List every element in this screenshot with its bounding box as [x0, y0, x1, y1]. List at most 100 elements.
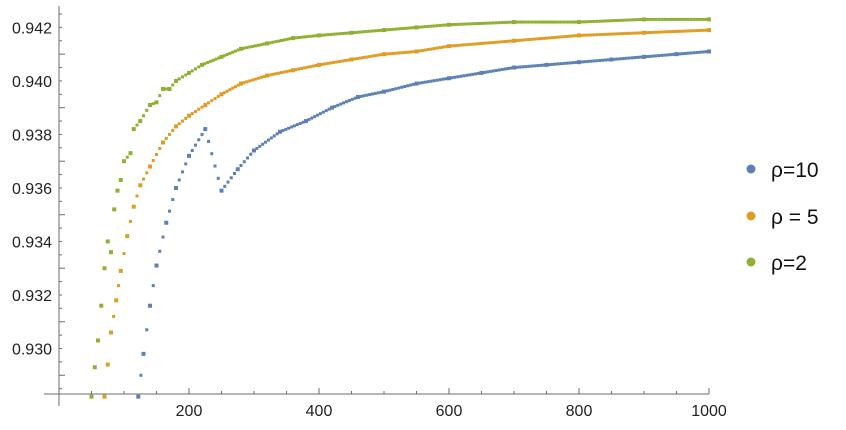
data-point	[518, 65, 522, 69]
data-point	[462, 43, 466, 47]
data-point	[686, 17, 690, 21]
data-point	[553, 62, 557, 66]
data-point	[376, 29, 380, 33]
data-point	[252, 148, 256, 153]
data-point	[231, 86, 235, 90]
data-point	[686, 51, 690, 55]
data-point	[352, 57, 356, 61]
data-point	[642, 17, 646, 22]
data-point	[118, 268, 123, 273]
data-point	[125, 155, 129, 159]
data-point	[301, 120, 305, 124]
data-point	[612, 57, 616, 61]
data-point	[615, 57, 619, 61]
data-point	[297, 67, 301, 71]
data-point	[657, 17, 661, 21]
data-point	[409, 26, 413, 30]
data-point	[279, 71, 283, 75]
data-point	[358, 56, 362, 60]
data-point	[512, 65, 516, 70]
data-point	[633, 31, 637, 35]
data-point	[265, 73, 269, 78]
data-point	[112, 314, 116, 318]
data-point	[512, 20, 516, 25]
data-point	[556, 62, 560, 66]
data-point	[184, 116, 188, 120]
data-point	[695, 29, 699, 33]
data-point	[171, 198, 175, 202]
data-point	[265, 41, 269, 46]
data-point	[239, 46, 243, 51]
data-point	[197, 138, 201, 142]
data-point	[474, 42, 478, 46]
data-point	[388, 52, 392, 56]
data-point	[497, 68, 501, 72]
data-point	[338, 59, 342, 63]
data-point	[135, 194, 139, 198]
data-point	[429, 24, 433, 28]
data-point	[683, 29, 687, 33]
data-point	[285, 37, 289, 41]
data-point	[550, 20, 554, 24]
data-point	[506, 67, 510, 71]
data-point	[471, 42, 475, 46]
data-point	[580, 20, 584, 24]
data-point	[707, 49, 711, 54]
data-point	[592, 59, 596, 63]
data-point	[216, 176, 220, 180]
data-point	[118, 177, 123, 182]
data-point	[264, 140, 268, 144]
data-point	[612, 19, 616, 23]
data-point	[485, 21, 489, 25]
data-point	[314, 34, 318, 38]
data-point	[388, 88, 392, 92]
x-tick-label: 200	[176, 403, 203, 420]
data-point	[488, 69, 492, 73]
data-point	[669, 53, 673, 57]
data-point	[228, 88, 232, 92]
data-point	[494, 68, 498, 72]
plot-area	[89, 17, 711, 399]
data-point	[574, 20, 578, 24]
data-point	[435, 24, 439, 28]
data-point	[300, 35, 304, 39]
data-point	[435, 78, 439, 82]
data-point	[282, 38, 286, 42]
data-point	[503, 67, 507, 71]
data-point	[365, 93, 369, 97]
data-point	[556, 20, 560, 24]
data-point	[151, 102, 155, 106]
data-point	[544, 62, 549, 67]
data-point	[262, 42, 266, 46]
data-point	[669, 30, 673, 34]
data-point	[518, 20, 522, 24]
data-point	[417, 25, 421, 29]
data-point	[704, 50, 708, 54]
data-point	[512, 38, 516, 43]
data-point	[338, 32, 342, 36]
data-point	[326, 33, 330, 37]
data-point	[291, 36, 295, 41]
x-tick-label: 400	[306, 403, 333, 420]
data-point	[562, 35, 566, 39]
legend-marker	[746, 257, 756, 267]
data-point	[308, 65, 312, 69]
data-point	[577, 20, 581, 25]
data-point	[174, 78, 178, 83]
data-point	[154, 100, 159, 105]
data-point	[145, 108, 149, 112]
data-point	[574, 34, 578, 38]
data-point	[624, 56, 628, 60]
data-point	[692, 51, 696, 55]
data-point	[177, 122, 181, 126]
data-point	[627, 18, 631, 22]
data-point	[145, 328, 149, 332]
data-point	[536, 20, 540, 24]
data-point	[298, 121, 302, 125]
data-point	[592, 19, 596, 23]
data-point	[660, 53, 664, 57]
data-point	[194, 67, 197, 71]
data-point	[689, 17, 693, 21]
data-point	[509, 66, 513, 70]
data-point	[355, 57, 359, 61]
